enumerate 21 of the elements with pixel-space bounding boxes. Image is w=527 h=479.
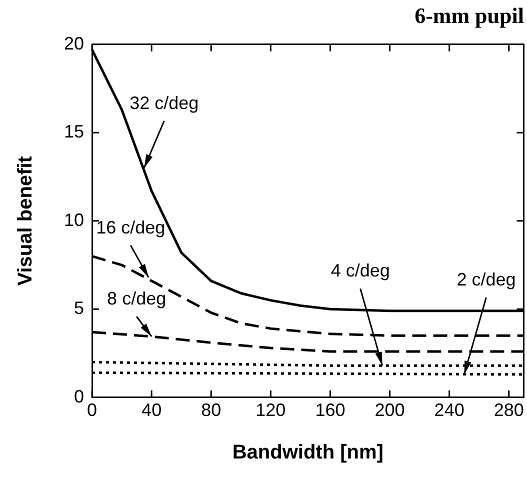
y-tick-label: 15 — [64, 122, 84, 142]
y-tick-label: 0 — [74, 386, 84, 406]
y-tick-label: 10 — [64, 210, 84, 230]
y-tick-label: 20 — [64, 33, 84, 54]
x-tick-label: 240 — [434, 400, 464, 420]
x-tick-label: 0 — [87, 400, 98, 420]
annotation: 32 c/deg — [130, 92, 199, 113]
annotation: 2 c/deg — [456, 269, 516, 290]
x-tick-label: 280 — [494, 400, 524, 420]
x-tick-label: 80 — [201, 400, 222, 420]
y-tick-label: 5 — [74, 298, 84, 318]
x-axis-title: Bandwidth [nm] — [232, 442, 384, 464]
x-tick-label: 160 — [315, 400, 346, 420]
annotation: 16 c/deg — [96, 217, 166, 238]
x-tick-label: 120 — [256, 400, 286, 420]
y-axis-title: Visual benefit — [14, 156, 37, 286]
chart-title: 6-mm pupil — [414, 2, 524, 28]
annotation: 4 c/deg — [330, 260, 390, 281]
x-tick-label: 40 — [142, 400, 162, 420]
annotation: 8 c/deg — [107, 288, 166, 308]
x-tick-label: 200 — [374, 400, 405, 420]
